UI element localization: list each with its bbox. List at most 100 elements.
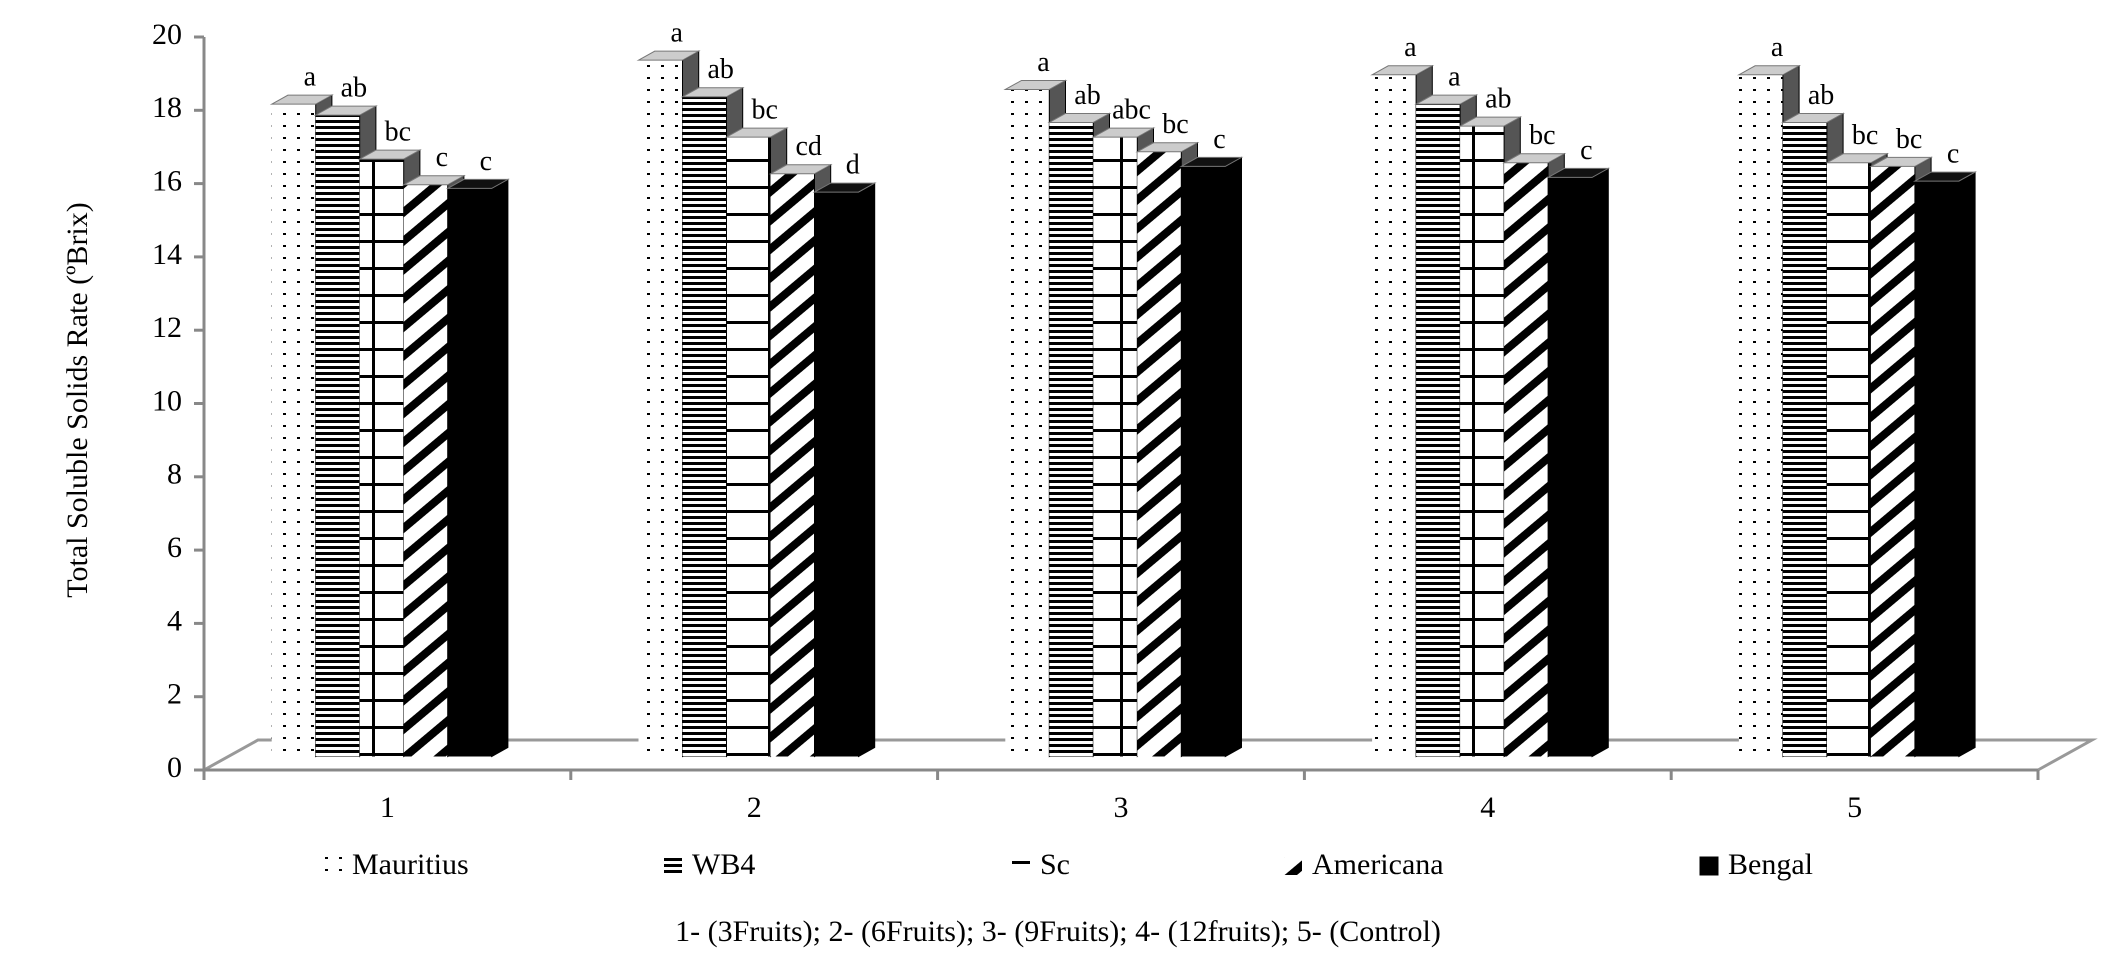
bar-letter: a bbox=[304, 62, 317, 93]
bar-letter: c bbox=[1947, 139, 1959, 170]
bar-letter: bc bbox=[1529, 120, 1555, 151]
bar-letter: ab bbox=[1485, 84, 1511, 115]
bar-top bbox=[1091, 127, 1156, 138]
legend-swatch bbox=[664, 857, 682, 875]
legend-label: Bengal bbox=[1728, 848, 1813, 881]
bar bbox=[447, 188, 492, 757]
bar-top bbox=[636, 50, 701, 61]
bar-top bbox=[1502, 153, 1567, 164]
bar bbox=[403, 184, 448, 757]
y-axis-label: Total Soluble Solids Rate (ºBrix) bbox=[61, 202, 94, 598]
bar bbox=[638, 60, 683, 757]
bar bbox=[1504, 162, 1549, 757]
legend-swatch bbox=[1284, 857, 1302, 875]
bar-top bbox=[313, 105, 378, 116]
legend-swatch bbox=[324, 857, 342, 875]
bar bbox=[1914, 181, 1959, 757]
bar-top bbox=[1179, 156, 1244, 167]
bar-top bbox=[401, 175, 466, 186]
bar-top bbox=[1414, 94, 1479, 105]
bar bbox=[1049, 122, 1094, 757]
bar bbox=[1870, 166, 1915, 757]
y-tick-label: 4 bbox=[167, 604, 182, 637]
bar bbox=[359, 159, 404, 757]
bar-top bbox=[1003, 79, 1068, 90]
bar-top bbox=[357, 149, 422, 160]
y-tick-label: 6 bbox=[167, 531, 182, 564]
bar-letter: a bbox=[1448, 62, 1461, 93]
bar-top bbox=[1780, 112, 1846, 123]
bar bbox=[1181, 166, 1226, 757]
y-tick-label: 12 bbox=[152, 311, 182, 344]
bar-top bbox=[1135, 142, 1200, 153]
bar-top bbox=[812, 182, 877, 193]
bar-letter: a bbox=[1404, 32, 1417, 63]
bar-letter: c bbox=[480, 146, 492, 177]
caption: 1- (3Fruits); 2- (6Fruits); 3- (9Fruits)… bbox=[675, 915, 1441, 948]
bar-letter: d bbox=[846, 150, 860, 181]
bar-letter: bc bbox=[751, 95, 777, 126]
bar bbox=[814, 192, 859, 757]
y-tick-label: 0 bbox=[167, 751, 182, 784]
legend-swatch bbox=[1012, 857, 1030, 875]
bar bbox=[1005, 89, 1050, 757]
bar bbox=[1460, 126, 1505, 757]
bar-letter: bc bbox=[1896, 124, 1922, 155]
bar-letter: cd bbox=[795, 131, 821, 162]
y-tick-label: 16 bbox=[152, 164, 182, 197]
bar-letter: c bbox=[1580, 135, 1592, 166]
bar-top bbox=[445, 178, 510, 189]
y-tick-label: 2 bbox=[167, 678, 182, 711]
bar-side bbox=[491, 178, 509, 758]
x-tick-label: 5 bbox=[1847, 791, 1862, 824]
legend-label: WB4 bbox=[692, 848, 755, 881]
legend-label: Americana bbox=[1312, 848, 1444, 881]
y-tick-label: 14 bbox=[152, 238, 182, 271]
y-tick-label: 10 bbox=[152, 384, 182, 417]
bar-letter: a bbox=[1771, 32, 1784, 63]
bar-letter: ab bbox=[1808, 80, 1834, 111]
bar-top bbox=[1047, 112, 1112, 123]
bar bbox=[1738, 74, 1783, 757]
bar bbox=[682, 96, 727, 757]
bar-side bbox=[1591, 167, 1609, 758]
x-tick-label: 3 bbox=[1114, 791, 1129, 824]
bar-top bbox=[768, 164, 833, 175]
bar-letter: bc bbox=[1852, 120, 1878, 151]
bar-letter: ab bbox=[1074, 80, 1100, 111]
bar-top bbox=[1824, 153, 1890, 164]
bar-top bbox=[1912, 171, 1978, 182]
bar-letter: bc bbox=[1162, 109, 1188, 140]
bar bbox=[726, 137, 771, 757]
bar-letter: abc bbox=[1112, 95, 1151, 126]
bar-top bbox=[1546, 167, 1611, 178]
x-tick-label: 2 bbox=[747, 791, 762, 824]
bar bbox=[1548, 177, 1593, 757]
bar-side bbox=[858, 182, 876, 758]
legend-label: Mauritius bbox=[352, 848, 469, 881]
bar-top bbox=[724, 127, 789, 138]
y-tick-label: 18 bbox=[152, 91, 182, 124]
bar-letter: a bbox=[670, 18, 683, 49]
bar bbox=[271, 104, 316, 757]
bar-top bbox=[1736, 65, 1802, 76]
bar bbox=[1416, 104, 1461, 757]
bar-top bbox=[680, 87, 745, 98]
bar bbox=[1826, 162, 1871, 757]
bar-letter: bc bbox=[385, 117, 411, 148]
bar bbox=[315, 115, 360, 757]
bar-top bbox=[1370, 65, 1435, 76]
legend-label: Sc bbox=[1040, 848, 1070, 881]
bar bbox=[1782, 122, 1827, 757]
x-tick-label: 1 bbox=[380, 791, 395, 824]
bar-side bbox=[1224, 156, 1242, 758]
y-tick-label: 20 bbox=[152, 18, 182, 51]
bar-top bbox=[1458, 116, 1523, 127]
bar-letter: a bbox=[1037, 47, 1050, 78]
bar-letter: c bbox=[1213, 124, 1225, 155]
legend-swatch bbox=[1699, 856, 1719, 876]
x-tick-label: 4 bbox=[1480, 791, 1495, 824]
bar-letter: c bbox=[436, 142, 448, 173]
